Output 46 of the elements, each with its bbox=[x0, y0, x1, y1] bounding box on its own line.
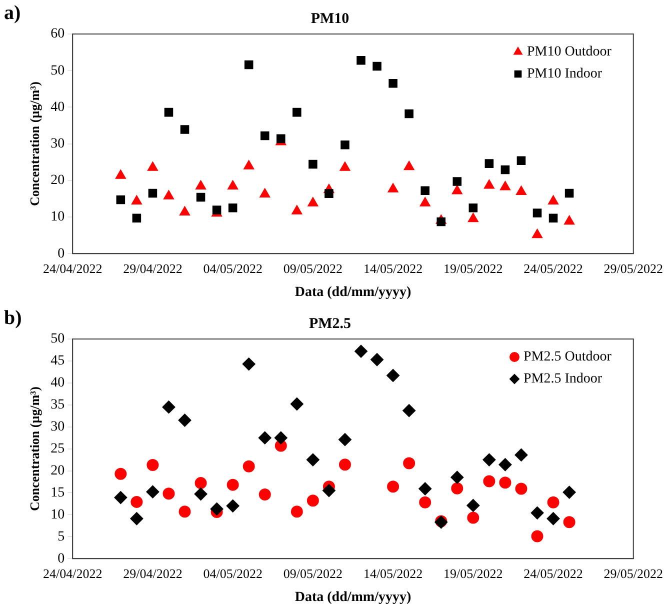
y-tick-label: 25 bbox=[50, 441, 65, 456]
y-tick-label: 40 bbox=[50, 376, 65, 391]
y-tick-label: 40 bbox=[50, 100, 65, 115]
x-tick-label: 19/05/2022 bbox=[444, 566, 503, 581]
x-tick-label: 14/05/2022 bbox=[363, 566, 423, 581]
x-axis-title: Data (dd/mm/yyyy) bbox=[294, 285, 412, 300]
y-axis-title: Concentration (µg/m³) bbox=[27, 82, 42, 206]
y-tick-label: 10 bbox=[50, 507, 65, 522]
y-tick-label: 45 bbox=[50, 354, 65, 369]
x-tick-label: 14/05/2022 bbox=[363, 260, 423, 276]
y-tick-label: 20 bbox=[50, 463, 65, 478]
x-tick-label: 19/05/2022 bbox=[444, 260, 503, 276]
y-tick-label: 60 bbox=[50, 26, 65, 42]
x-tick-label: 09/05/2022 bbox=[283, 260, 343, 276]
legend-label: PM2.5 Outdoor bbox=[523, 350, 612, 365]
x-tick-label: 29/05/2022 bbox=[604, 260, 664, 276]
x-tick-label: 09/05/2022 bbox=[283, 566, 343, 581]
x-tick-label: 29/05/2022 bbox=[604, 566, 664, 581]
x-tick-label: 24/05/2022 bbox=[524, 260, 583, 276]
y-tick-label: 0 bbox=[58, 246, 65, 262]
x-tick-label: 29/04/2022 bbox=[123, 566, 182, 581]
y-tick-label: 20 bbox=[50, 173, 65, 188]
x-tick-label: 04/05/2022 bbox=[203, 566, 262, 581]
y-tick-label: 50 bbox=[50, 332, 65, 347]
chart-title: PM10 bbox=[310, 10, 350, 27]
y-tick-label: 5 bbox=[58, 529, 65, 544]
y-tick-label: 0 bbox=[58, 551, 65, 566]
legend-label: PM2.5 Indoor bbox=[523, 372, 602, 387]
x-tick-label: 24/04/2022 bbox=[42, 566, 102, 581]
y-axis-title: Concentration (µg/m³) bbox=[27, 386, 42, 512]
text: b) bbox=[4, 307, 22, 330]
x-tick-label: 04/05/2022 bbox=[203, 260, 262, 276]
x-tick-label: 29/04/2022 bbox=[123, 260, 182, 276]
y-tick-label: 30 bbox=[50, 420, 65, 435]
y-tick-label: 30 bbox=[50, 136, 65, 152]
y-tick-label: 10 bbox=[50, 210, 65, 225]
legend-label: PM10 Outdoor bbox=[526, 44, 612, 60]
text: a) bbox=[4, 2, 21, 25]
chart-title: PM2.5 bbox=[308, 316, 352, 332]
y-tick-label: 50 bbox=[50, 63, 65, 78]
x-axis-title: Data (dd/mm/yyyy) bbox=[294, 590, 412, 606]
legend-label: PM10 Indoor bbox=[526, 66, 602, 82]
y-tick-label: 15 bbox=[50, 485, 65, 500]
x-tick-label: 24/04/2022 bbox=[42, 260, 102, 276]
y-tick-label: 35 bbox=[50, 398, 65, 413]
x-tick-label: 24/05/2022 bbox=[524, 566, 583, 581]
